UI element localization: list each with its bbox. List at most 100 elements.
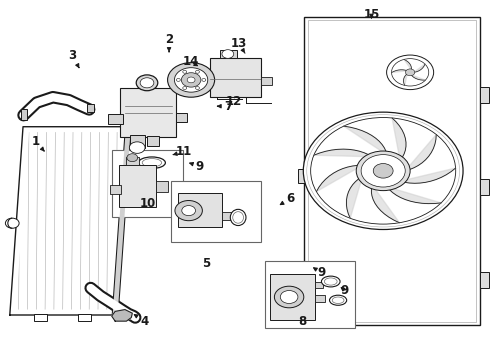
Circle shape xyxy=(136,75,158,91)
Ellipse shape xyxy=(330,295,347,305)
Bar xyxy=(480,87,489,103)
Polygon shape xyxy=(404,59,412,70)
Text: 9: 9 xyxy=(190,160,204,173)
Bar xyxy=(112,150,183,217)
Ellipse shape xyxy=(321,276,340,287)
Bar xyxy=(108,114,122,124)
Circle shape xyxy=(5,218,19,228)
Text: 14: 14 xyxy=(183,55,199,68)
Ellipse shape xyxy=(142,158,162,167)
Text: 13: 13 xyxy=(231,37,247,53)
Polygon shape xyxy=(404,74,407,85)
Text: 2: 2 xyxy=(165,33,173,52)
Bar xyxy=(120,88,176,137)
Polygon shape xyxy=(400,168,456,183)
Bar xyxy=(270,274,315,320)
Bar xyxy=(308,20,476,322)
Bar xyxy=(21,109,27,120)
Circle shape xyxy=(303,112,463,230)
Circle shape xyxy=(140,78,154,88)
Circle shape xyxy=(202,78,206,81)
Polygon shape xyxy=(346,176,363,218)
Circle shape xyxy=(176,78,180,81)
Circle shape xyxy=(182,206,196,216)
Bar xyxy=(220,50,237,58)
Bar xyxy=(298,170,305,183)
Circle shape xyxy=(181,73,201,87)
Circle shape xyxy=(168,63,215,97)
Polygon shape xyxy=(314,149,372,157)
Text: 1: 1 xyxy=(31,135,44,151)
Circle shape xyxy=(187,77,195,83)
Text: 8: 8 xyxy=(299,315,307,328)
Circle shape xyxy=(174,68,208,92)
Circle shape xyxy=(373,163,393,178)
Ellipse shape xyxy=(138,157,165,168)
Circle shape xyxy=(196,70,199,73)
Polygon shape xyxy=(392,118,406,161)
Bar xyxy=(34,314,47,321)
Circle shape xyxy=(356,151,410,191)
Circle shape xyxy=(222,50,234,58)
Circle shape xyxy=(274,286,304,308)
Circle shape xyxy=(129,142,145,153)
Bar xyxy=(110,185,121,194)
Bar xyxy=(119,165,156,207)
Bar xyxy=(315,282,323,288)
Text: 5: 5 xyxy=(202,257,210,270)
Bar xyxy=(222,212,234,220)
Circle shape xyxy=(361,155,405,187)
Bar xyxy=(171,181,261,242)
Bar xyxy=(261,77,272,85)
Circle shape xyxy=(387,55,434,90)
Bar xyxy=(78,314,91,321)
Polygon shape xyxy=(317,165,363,192)
Text: 9: 9 xyxy=(341,284,349,297)
Polygon shape xyxy=(371,185,399,223)
Text: 12: 12 xyxy=(226,95,243,108)
Circle shape xyxy=(406,69,415,76)
Bar xyxy=(178,193,222,227)
Polygon shape xyxy=(392,70,407,73)
Bar xyxy=(87,104,94,112)
Text: 4: 4 xyxy=(134,315,148,328)
Bar xyxy=(176,113,187,122)
Bar xyxy=(142,82,152,88)
Bar xyxy=(304,17,480,325)
Ellipse shape xyxy=(230,210,246,225)
Circle shape xyxy=(311,117,456,224)
Ellipse shape xyxy=(332,297,344,303)
Text: 15: 15 xyxy=(363,8,380,21)
Circle shape xyxy=(307,114,460,227)
Circle shape xyxy=(196,87,199,90)
Circle shape xyxy=(280,291,298,303)
Bar xyxy=(130,135,145,148)
Bar xyxy=(156,181,168,192)
Text: 6: 6 xyxy=(280,192,294,205)
Circle shape xyxy=(392,59,429,86)
Text: 10: 10 xyxy=(140,197,156,210)
Bar xyxy=(147,136,159,146)
Polygon shape xyxy=(411,75,425,80)
Ellipse shape xyxy=(233,212,244,223)
Polygon shape xyxy=(343,126,387,155)
Bar xyxy=(126,157,139,165)
Polygon shape xyxy=(414,64,425,72)
Bar xyxy=(480,179,489,195)
Bar xyxy=(210,58,261,97)
Bar xyxy=(480,271,489,288)
Bar xyxy=(315,295,325,302)
Polygon shape xyxy=(10,127,128,315)
Text: 11: 11 xyxy=(173,145,193,158)
Circle shape xyxy=(183,87,187,90)
Polygon shape xyxy=(112,310,132,321)
Text: 9: 9 xyxy=(314,266,325,279)
Bar xyxy=(265,261,355,328)
Text: 3: 3 xyxy=(69,49,79,68)
Polygon shape xyxy=(387,187,441,204)
Circle shape xyxy=(127,154,138,162)
Polygon shape xyxy=(405,135,436,171)
Text: 7: 7 xyxy=(218,100,232,113)
Circle shape xyxy=(175,201,202,221)
Ellipse shape xyxy=(324,278,337,285)
